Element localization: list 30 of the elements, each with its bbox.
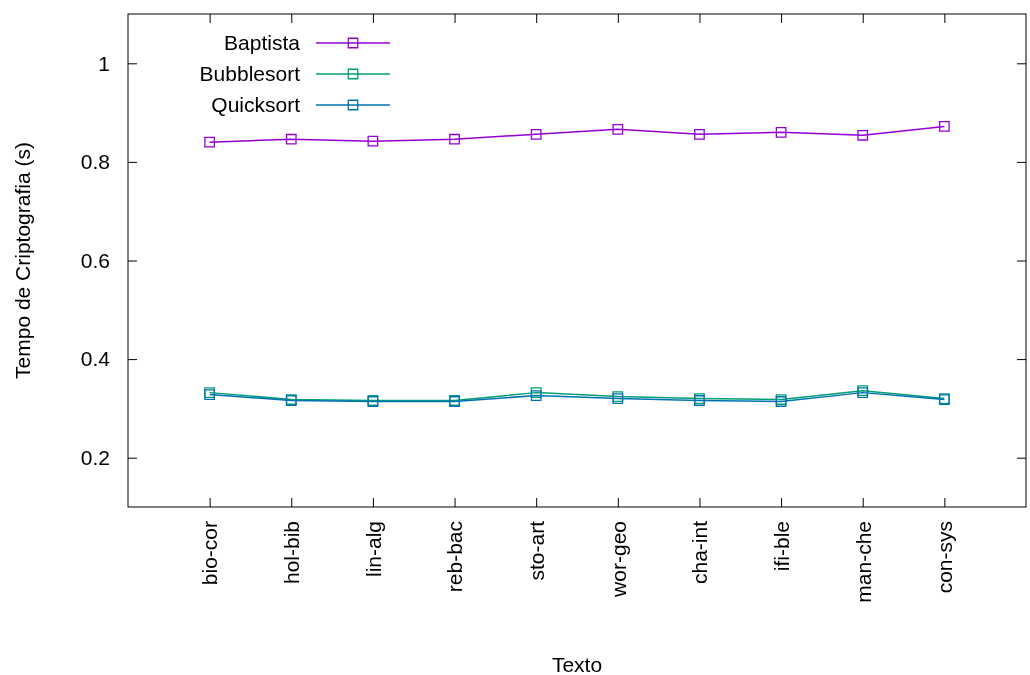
point [449,133,460,145]
y-tick-label: 0.8 [80,150,110,174]
x-tick-label: wor-geo [606,521,630,598]
x-tick-label: cha-int [688,520,712,585]
y-tick-label: 0.2 [80,445,110,469]
y-tick-label: 1 [98,51,110,75]
point [938,121,950,132]
x-tick-label: hol-bib [280,521,304,585]
y-tick-label: 0.4 [80,347,111,371]
x-tick-label: reb-bac [443,521,467,593]
x-tick-label: sto-art [525,520,549,581]
point [285,133,297,145]
point [367,135,379,147]
x-tick-label: lin-alg [361,521,385,578]
legend-label: Bubblesort [199,62,301,86]
point [204,136,216,148]
point [530,128,542,140]
y-axis-title: Tempo de Criptografia (s) [11,142,34,379]
x-tick-label: bio-cor [198,521,222,586]
point [612,123,624,135]
x-tick-label: ifi-ble [769,521,793,572]
point [775,126,787,138]
x-tick-label: man-che [851,521,875,603]
legend-label: Quicksort [211,93,301,117]
x-axis-title: Texto [551,653,603,675]
x-tick-label: con-sys [933,521,957,594]
point [694,128,705,140]
legend-label: Baptista [224,31,301,55]
y-tick-label: 0.6 [80,248,110,272]
point [857,129,869,141]
